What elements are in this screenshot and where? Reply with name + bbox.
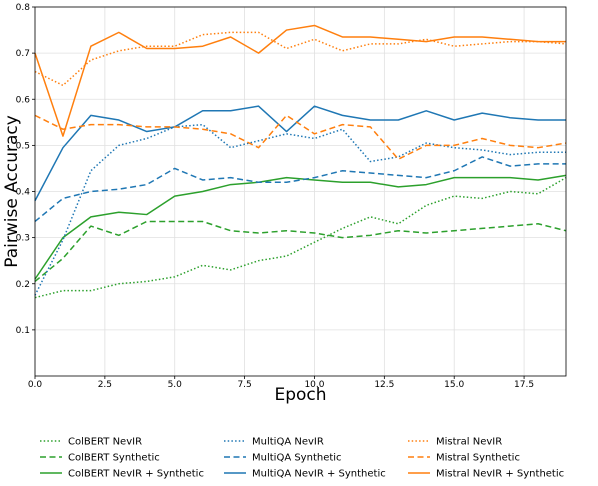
legend-label: ColBERT NevIR <box>68 437 142 448</box>
legend-label: ColBERT Synthetic <box>68 453 160 464</box>
legend: ColBERT NevIR ColBERT Synthetic ColBERT Ne… <box>40 437 564 480</box>
y-tick-label: 0.2 <box>16 280 30 290</box>
legend-label: MultiQA Synthetic <box>252 453 342 464</box>
y-tick-label: 0.8 <box>16 3 31 13</box>
legend-label: MultiQA NevIR + Synthetic <box>252 469 386 480</box>
series-line <box>34 31 567 87</box>
y-tick-label: 0.3 <box>16 234 30 244</box>
series-line <box>34 24 566 137</box>
x-tick-label: 5.0 <box>168 380 183 390</box>
y-tick-label: 0.7 <box>16 49 30 59</box>
series-layer <box>34 24 567 299</box>
legend-label: Mistral NevIR + Synthetic <box>436 469 564 480</box>
x-axis-title: Epoch <box>274 385 326 405</box>
x-tick-label: 12.5 <box>374 380 394 390</box>
x-tick-label: 17.5 <box>514 380 534 390</box>
ticks: 0.0 2.5 5.0 7.5 10.0 12.5 15.0 17.5 0.1 0.2 0.3 0.4… <box>16 3 534 390</box>
x-tick-label: 2.5 <box>98 380 112 390</box>
legend-label: MultiQA NevIR <box>252 437 324 448</box>
legend-label: Mistral NevIR <box>436 437 502 448</box>
y-tick-label: 0.4 <box>16 188 31 198</box>
series-line <box>34 105 566 202</box>
y-tick-label: 0.1 <box>16 326 30 336</box>
legend-label: Mistral Synthetic <box>436 453 520 464</box>
y-axis-title: Pairwise Accuracy <box>2 115 22 268</box>
grid <box>34 6 566 376</box>
x-tick-label: 15.0 <box>444 380 464 390</box>
series-line <box>34 174 567 280</box>
x-tick-label: 7.5 <box>237 380 251 390</box>
legend-label: ColBERT NevIR + Synthetic <box>68 469 204 480</box>
x-tick-label: 10.0 <box>304 380 324 390</box>
series-line <box>34 156 566 223</box>
y-tick-label: 0.6 <box>16 95 31 105</box>
series-line <box>34 123 566 296</box>
series-line <box>34 220 567 283</box>
series-line <box>34 114 567 160</box>
series-line <box>34 177 567 299</box>
x-tick-label: 0.0 <box>28 380 43 390</box>
y-tick-label: 0.5 <box>16 141 30 151</box>
